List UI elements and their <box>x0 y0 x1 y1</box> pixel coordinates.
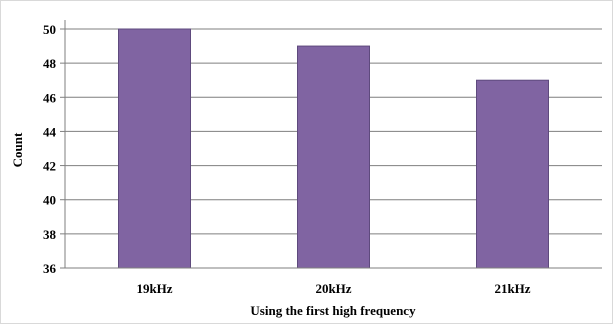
axes <box>64 20 602 269</box>
y-tick-label-36: 36 <box>43 261 57 276</box>
x-tick-labels: 19kHz 20kHz 21kHz <box>136 281 530 296</box>
y-tick-label-50: 50 <box>43 22 56 37</box>
x-tick-label-21kHz: 21kHz <box>494 281 530 296</box>
x-axis-title: Using the first high frequency <box>250 303 416 318</box>
x-tick-label-19kHz: 19kHz <box>136 281 172 296</box>
y-tick-label-44: 44 <box>43 124 57 139</box>
y-tick-label-40: 40 <box>43 193 56 208</box>
x-tick-label-20kHz: 20kHz <box>315 281 351 296</box>
y-tick-labels: 36 38 40 42 44 46 48 50 <box>43 22 65 276</box>
y-tick-label-42: 42 <box>43 159 56 174</box>
y-tick-label-38: 38 <box>43 227 57 242</box>
bar-19kHz <box>118 28 191 269</box>
y-tick-label-46: 46 <box>43 90 57 105</box>
y-tick-label-48: 48 <box>43 56 57 71</box>
bar-20kHz <box>297 45 370 269</box>
bars <box>118 28 549 269</box>
y-axis-title: Count <box>10 132 25 167</box>
bar-21kHz <box>476 79 549 269</box>
